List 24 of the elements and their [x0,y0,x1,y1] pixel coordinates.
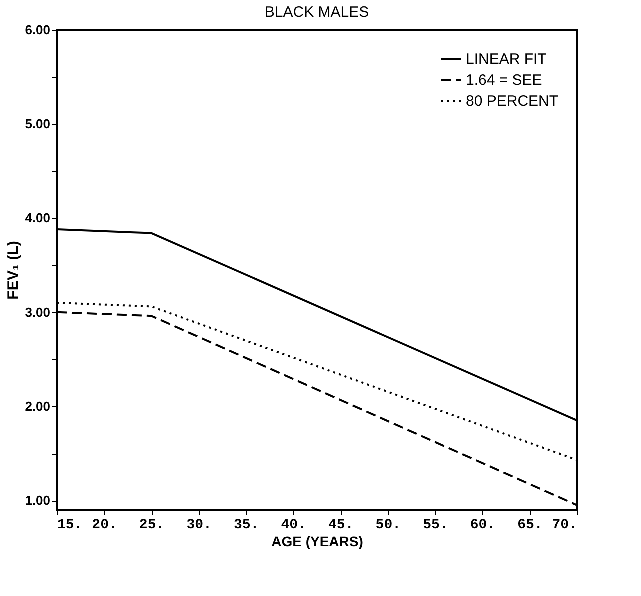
x-tick-label: 40. [281,518,306,534]
x-tick-label: 35. [234,518,260,534]
x-tick-label: 65. [518,518,543,534]
y-axis-title: FEV₁ (L) [5,241,22,300]
x-tick-label: 30. [186,518,212,534]
y-tick-label: 2.00 [25,398,50,414]
chart-title: BLACK MALES [264,4,370,21]
x-tick-label: 50. [376,518,402,534]
x-tick-label: 15. [58,518,83,534]
y-tick-label: 6.00 [25,22,50,38]
x-tick-label: 55. [423,518,448,534]
x-tick-label: 20. [92,518,118,534]
legend-label: 80 PERCENT [466,93,559,110]
y-tick-label: 5.00 [25,116,50,132]
legend-label: LINEAR FIT [466,51,547,68]
y-tick-label: 3.00 [25,304,50,320]
y-tick-label: 1.00 [25,493,50,508]
x-tick-label: 45. [328,518,354,534]
x-tick-label: 60. [470,518,496,534]
legend-label: 1.64 = SEE [466,72,542,89]
y-tick-label: 4.00 [25,210,50,226]
x-tick-label: 25. [139,518,165,534]
x-tick-label: 70. [552,518,578,534]
x-axis-title: AGE (YEARS) [272,534,364,550]
